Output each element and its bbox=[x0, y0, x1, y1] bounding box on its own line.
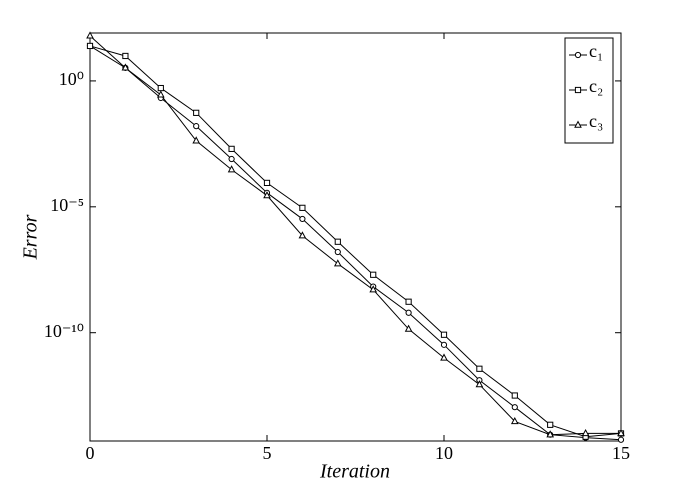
point bbox=[121, 63, 130, 71]
point bbox=[369, 285, 378, 293]
point bbox=[86, 42, 94, 50]
y-tick-label: 10⁻¹⁰ bbox=[44, 321, 84, 341]
point bbox=[617, 436, 625, 443]
y-tick-label: 10⁰ bbox=[59, 69, 84, 89]
point bbox=[299, 204, 306, 211]
point bbox=[334, 248, 341, 256]
point bbox=[227, 165, 236, 173]
series-line bbox=[89, 45, 622, 438]
point bbox=[157, 84, 164, 92]
plot-frame bbox=[89, 32, 622, 442]
point bbox=[546, 430, 555, 438]
point bbox=[475, 380, 484, 388]
point bbox=[370, 271, 377, 278]
point bbox=[86, 31, 94, 39]
point bbox=[405, 298, 412, 305]
legend-marker bbox=[574, 86, 582, 94]
point bbox=[192, 136, 201, 144]
point bbox=[228, 145, 235, 152]
point bbox=[511, 392, 518, 399]
point bbox=[193, 123, 200, 130]
point bbox=[263, 179, 271, 187]
x-axis-label: Iteration bbox=[319, 461, 390, 483]
legend-label: c₃ bbox=[589, 111, 603, 131]
y-axis-label: Error bbox=[20, 214, 42, 260]
legend-label: c₂ bbox=[589, 76, 603, 96]
x-tick-label: 15 bbox=[612, 443, 630, 463]
point bbox=[547, 421, 554, 428]
point bbox=[228, 155, 235, 163]
point bbox=[617, 428, 625, 437]
point bbox=[334, 238, 341, 245]
point bbox=[510, 416, 519, 425]
point bbox=[122, 52, 129, 60]
legend-marker bbox=[574, 120, 582, 128]
point bbox=[440, 341, 448, 348]
y-tick-label: 10⁻⁵ bbox=[50, 195, 84, 215]
series-line bbox=[89, 45, 622, 441]
point bbox=[405, 309, 412, 316]
point bbox=[193, 109, 200, 116]
point bbox=[263, 191, 271, 199]
legend-label: c₁ bbox=[589, 41, 603, 61]
series-line bbox=[89, 35, 621, 436]
point bbox=[476, 365, 483, 372]
point bbox=[511, 404, 518, 411]
point bbox=[581, 428, 590, 437]
legend-marker bbox=[574, 51, 582, 59]
point bbox=[333, 259, 342, 267]
x-tick-label: 10 bbox=[435, 443, 453, 463]
x-tick-label: 5 bbox=[263, 443, 272, 463]
point bbox=[299, 215, 306, 223]
point bbox=[298, 231, 307, 239]
point bbox=[404, 324, 413, 332]
point bbox=[440, 353, 448, 361]
point bbox=[156, 90, 165, 98]
x-tick-label: 0 bbox=[86, 443, 95, 463]
point bbox=[440, 331, 448, 338]
